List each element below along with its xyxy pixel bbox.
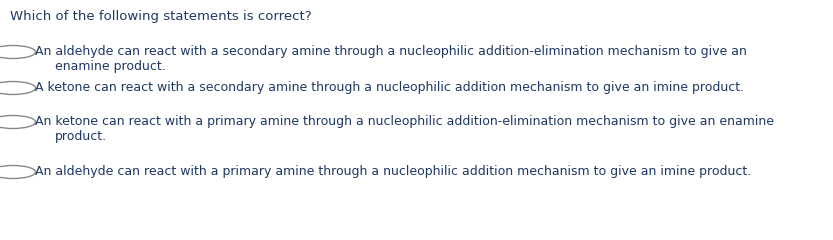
Text: A ketone can react with a secondary amine through a nucleophilic addition mechan: A ketone can react with a secondary amin… [35, 81, 744, 94]
Text: An aldehyde can react with a secondary amine through a nucleophilic addition-eli: An aldehyde can react with a secondary a… [35, 45, 747, 58]
Text: product.: product. [55, 130, 107, 143]
Text: Which of the following statements is correct?: Which of the following statements is cor… [10, 10, 312, 23]
Text: An aldehyde can react with a primary amine through a nucleophilic addition mecha: An aldehyde can react with a primary ami… [35, 165, 751, 178]
Text: enamine product.: enamine product. [55, 60, 166, 73]
Text: An ketone can react with a primary amine through a nucleophilic addition-elimina: An ketone can react with a primary amine… [35, 115, 774, 128]
